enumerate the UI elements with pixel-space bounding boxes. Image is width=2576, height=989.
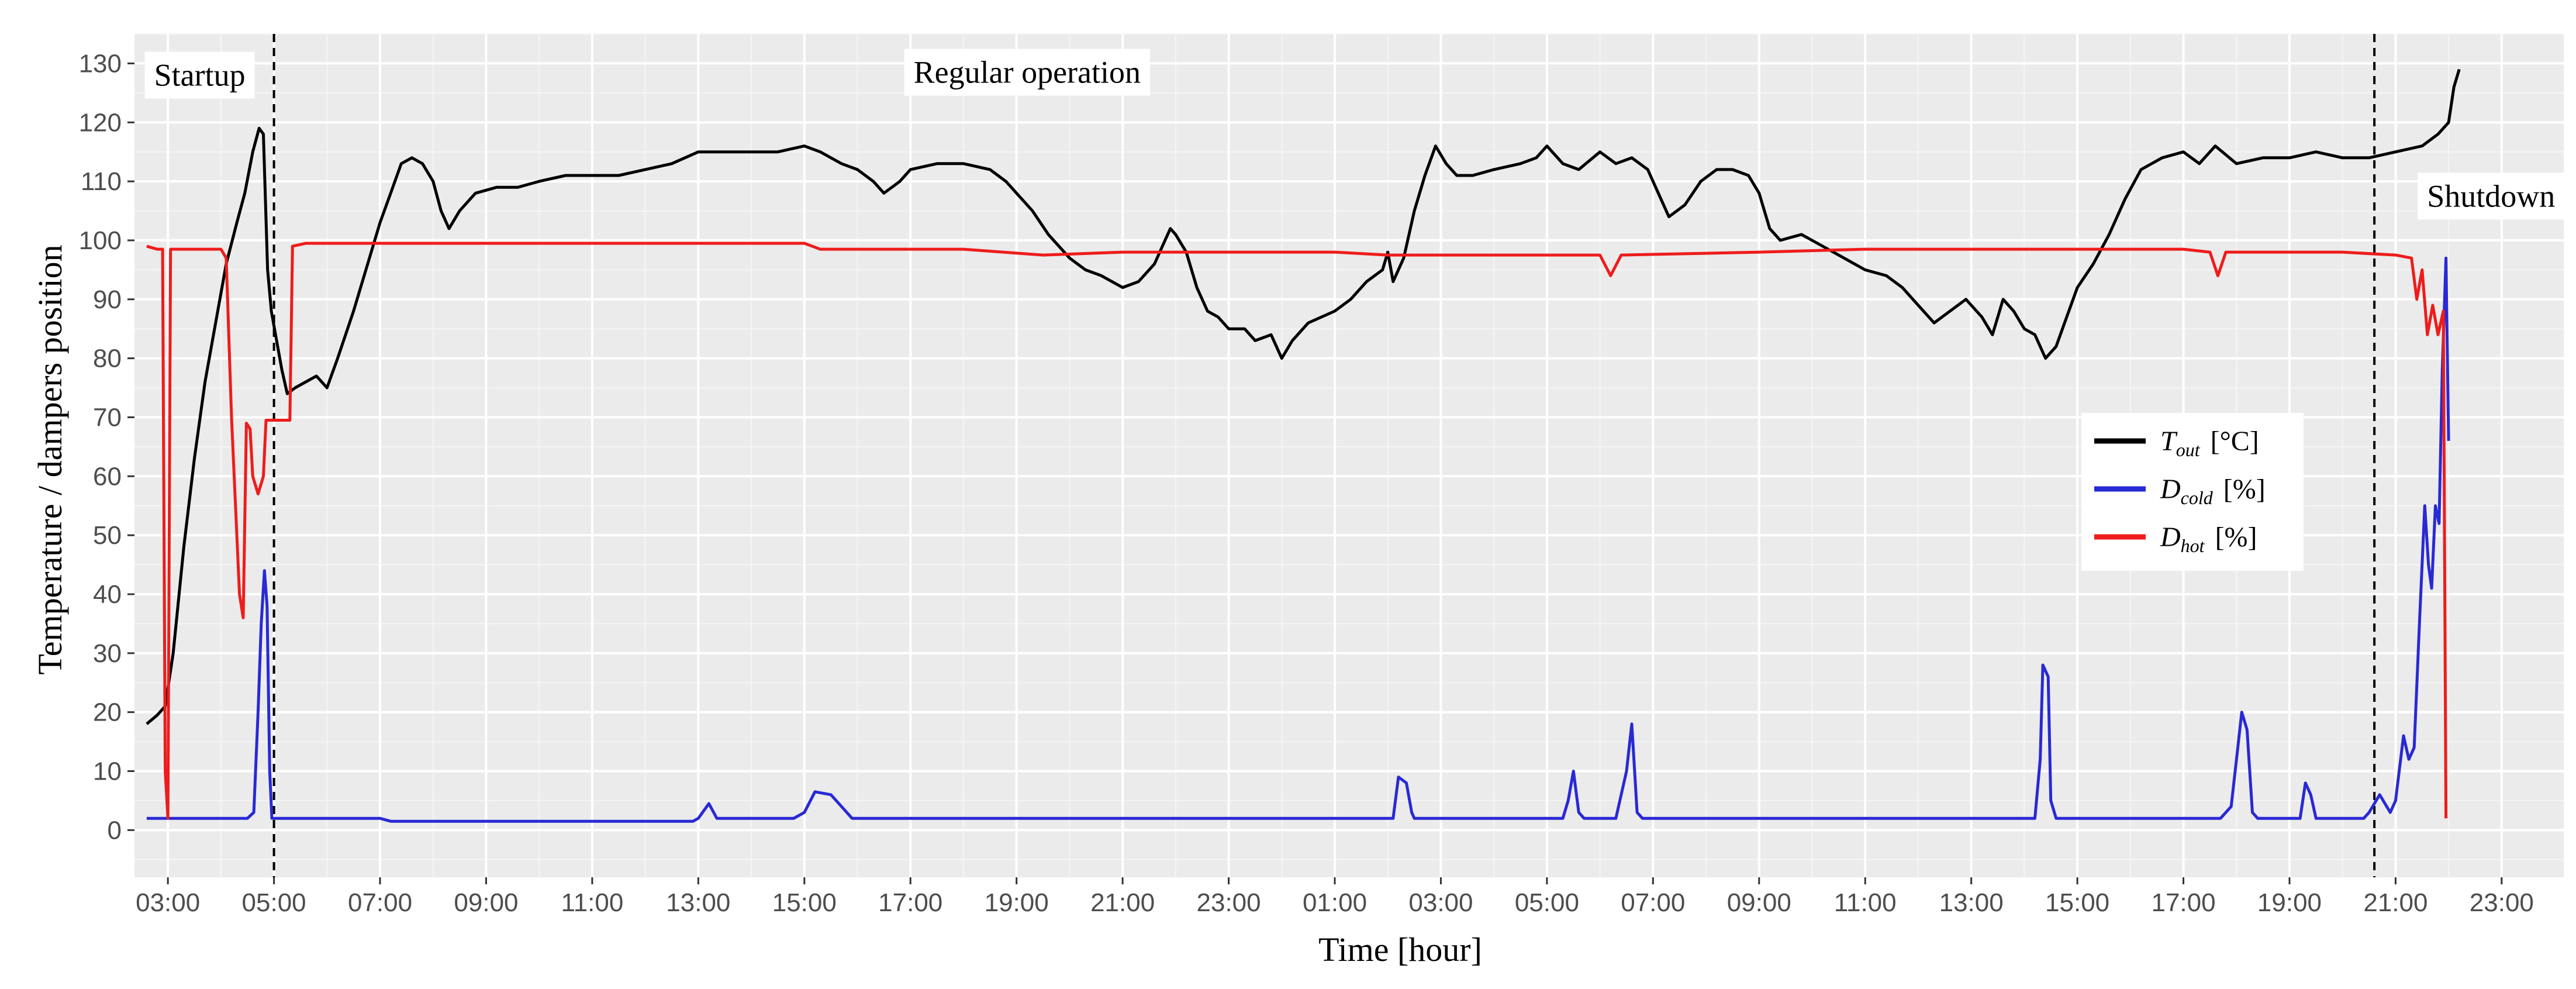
phase-separators — [272, 34, 2376, 877]
x-tick-label: 07:00 — [348, 888, 412, 917]
x-tick-label: 05:00 — [242, 888, 306, 917]
phase-label-box — [904, 49, 1151, 96]
x-tick-label: 15:00 — [2045, 888, 2109, 917]
phase-label: Startup — [144, 51, 255, 99]
x-tick-label: 13:00 — [666, 888, 730, 917]
series-layer — [146, 68, 2461, 823]
legend-entry: Dhot [%] — [2094, 522, 2257, 556]
x-tick-label: 09:00 — [1727, 888, 1791, 917]
y-tick-label: 40 — [93, 580, 122, 609]
legend-label: Tout [°C] — [2160, 426, 2259, 460]
x-tick-label: 15:00 — [772, 888, 837, 917]
y-tick-label: 90 — [93, 285, 122, 314]
x-axis-ticks: 03:00 05:00 07:00 09:00 11:00 13:00 15:00 17:00… — [136, 877, 2534, 917]
series-line-tout — [146, 68, 2461, 725]
x-tick-label: 01:00 — [1303, 888, 1367, 917]
y-tick-label: 120 — [79, 108, 122, 137]
y-tick-label: 70 — [93, 403, 122, 432]
x-tick-label: 17:00 — [878, 888, 942, 917]
x-tick-label: 09:00 — [454, 888, 518, 917]
phase-label-box — [2418, 173, 2565, 220]
phase-label-text: Startup — [154, 58, 246, 93]
phase-label-text: Regular operation — [914, 55, 1141, 90]
x-tick-label: 23:00 — [1197, 888, 1261, 917]
y-tick-label: 80 — [93, 344, 122, 373]
x-tick-label: 13:00 — [1939, 888, 2004, 917]
legend-label: Dcold [%] — [2160, 474, 2266, 508]
x-tick-label: 23:00 — [2470, 888, 2534, 917]
y-tick-label: 20 — [93, 698, 122, 727]
x-tick-label: 03:00 — [136, 888, 200, 917]
x-tick-label: 05:00 — [1515, 888, 1579, 917]
y-tick-label: 50 — [93, 521, 122, 550]
x-tick-label: 07:00 — [1621, 888, 1685, 917]
legend-label: Dhot [%] — [2160, 522, 2257, 556]
phase-label: Regular operation — [904, 49, 1151, 96]
x-tick-label: 21:00 — [1090, 888, 1155, 917]
y-tick-label: 30 — [93, 639, 122, 668]
x-axis-title: Time [hour] — [1318, 931, 1482, 969]
y-tick-label: 130 — [79, 49, 122, 78]
y-tick-label: 110 — [81, 167, 122, 196]
minor-gridlines — [134, 33, 2564, 877]
y-tick-label: 60 — [93, 462, 122, 491]
phase-label-text: Shutdown — [2427, 178, 2555, 213]
y-tick-label: 10 — [93, 757, 122, 785]
y-axis-title: Temperature / dampers position — [31, 244, 69, 674]
phase-label: Shutdown — [2418, 173, 2565, 220]
x-tick-label: 17:00 — [2151, 888, 2215, 917]
legend: Tout [°C] Dcold [%] Dhot [%] — [2081, 413, 2304, 571]
phase-label-box — [144, 51, 255, 99]
y-tick-label: 0 — [108, 816, 122, 845]
y-axis-ticks: 0 10 20 30 40 50 60 70 80 90 100 110 120 130 — [79, 49, 134, 845]
phase-labels: Startup Regular operation Shutdown — [144, 49, 2565, 220]
x-tick-label: 11:00 — [561, 888, 623, 917]
x-tick-label: 19:00 — [2257, 888, 2322, 917]
legend-entry: Dcold [%] — [2094, 474, 2266, 508]
series-line-dcold — [146, 256, 2450, 823]
x-tick-label: 03:00 — [1408, 888, 1473, 917]
series-line-dhot — [146, 242, 2448, 820]
y-tick-label: 100 — [79, 226, 122, 255]
x-tick-label: 11:00 — [1834, 888, 1897, 917]
x-tick-label: 19:00 — [985, 888, 1049, 917]
legend-entry: Tout [°C] — [2094, 426, 2259, 460]
x-tick-label: 21:00 — [2363, 888, 2427, 917]
